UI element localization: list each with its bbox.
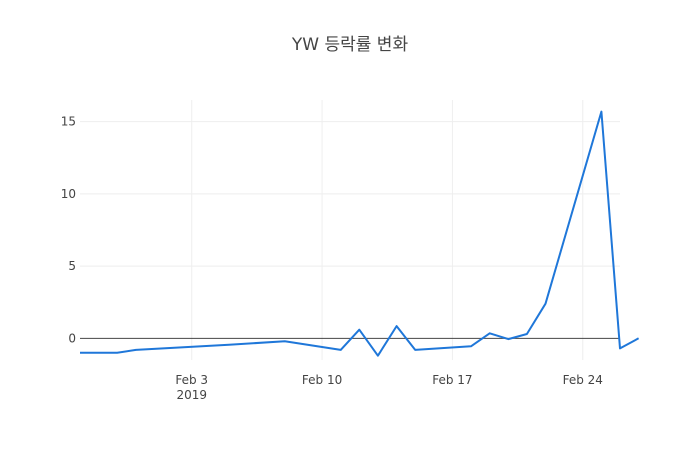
series-line	[80, 110, 640, 357]
y-tick-label: 5	[68, 259, 76, 273]
y-tick-label: 0	[68, 331, 76, 345]
x-tick-label: Feb 10	[302, 373, 342, 387]
plot-area	[80, 110, 640, 357]
grid-lines	[80, 100, 620, 360]
chart-title: YW 등락률 변화	[291, 35, 409, 55]
y-tick-label: 10	[61, 187, 76, 201]
x-tick-year-label: 2019	[176, 388, 207, 402]
x-tick-label: Feb 17	[432, 373, 472, 387]
y-axis: 0 5 10 15	[61, 115, 76, 346]
x-tick-label: Feb 3	[175, 373, 208, 387]
x-tick-label: Feb 24	[563, 373, 603, 387]
y-tick-label: 15	[61, 115, 76, 129]
